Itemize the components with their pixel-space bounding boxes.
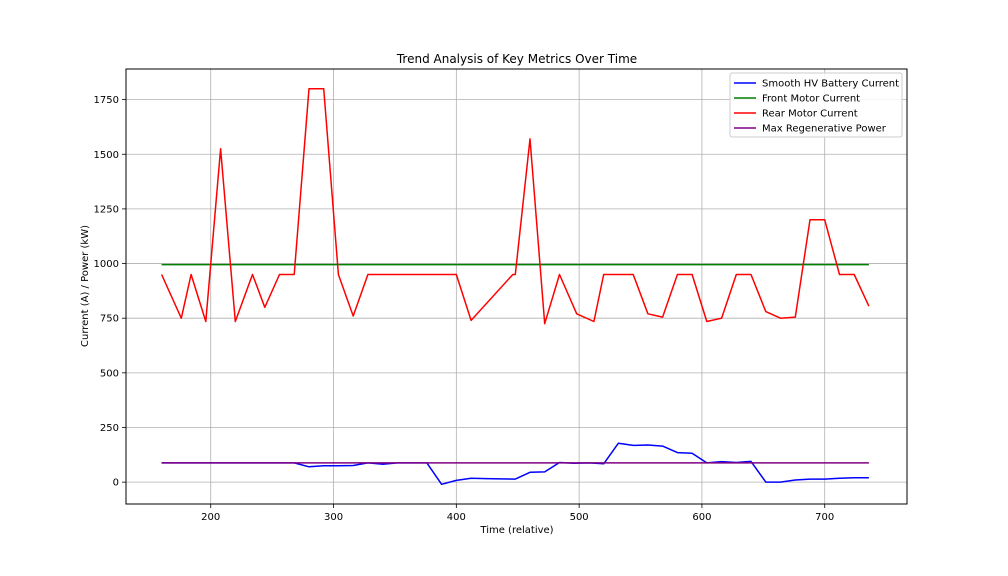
series-line-rear-motor-current: [160, 87, 870, 325]
x-tick-label: 700: [815, 512, 834, 523]
y-tick-label: 0: [113, 478, 119, 489]
y-axis-ticks: 0 250 500 750 1000 1250 1500 1750: [94, 95, 126, 489]
legend-label: Rear Motor Current: [762, 109, 858, 120]
x-tick-label: 300: [324, 512, 343, 523]
y-tick-label: 1000: [94, 259, 119, 270]
y-tick-label: 750: [100, 314, 119, 325]
y-tick-label: 1750: [94, 95, 119, 106]
x-axis-ticks: 200 300 400 500 600 700: [201, 504, 834, 523]
axes-frame: [125, 68, 908, 505]
legend-box: [729, 72, 903, 138]
x-axis-label: Time (relative): [479, 525, 553, 536]
legend: Smooth HV Battery Current Front Motor Cur…: [729, 72, 903, 138]
plot-area: [160, 87, 870, 486]
chart-title: Trend Analysis of Key Metrics Over Time: [396, 52, 637, 66]
x-tick-label: 200: [201, 512, 220, 523]
y-tick-label: 250: [100, 423, 119, 434]
legend-label: Max Regenerative Power: [762, 124, 887, 135]
legend-label: Smooth HV Battery Current: [762, 79, 899, 90]
x-tick-label: 400: [447, 512, 466, 523]
x-tick-label: 500: [570, 512, 589, 523]
y-tick-label: 1250: [94, 204, 119, 215]
y-axis-label: Current (A) / Power (kW): [80, 225, 91, 347]
legend-label: Front Motor Current: [762, 94, 860, 105]
x-tick-label: 600: [692, 512, 711, 523]
y-tick-label: 500: [100, 368, 119, 379]
y-tick-label: 1500: [94, 150, 119, 161]
